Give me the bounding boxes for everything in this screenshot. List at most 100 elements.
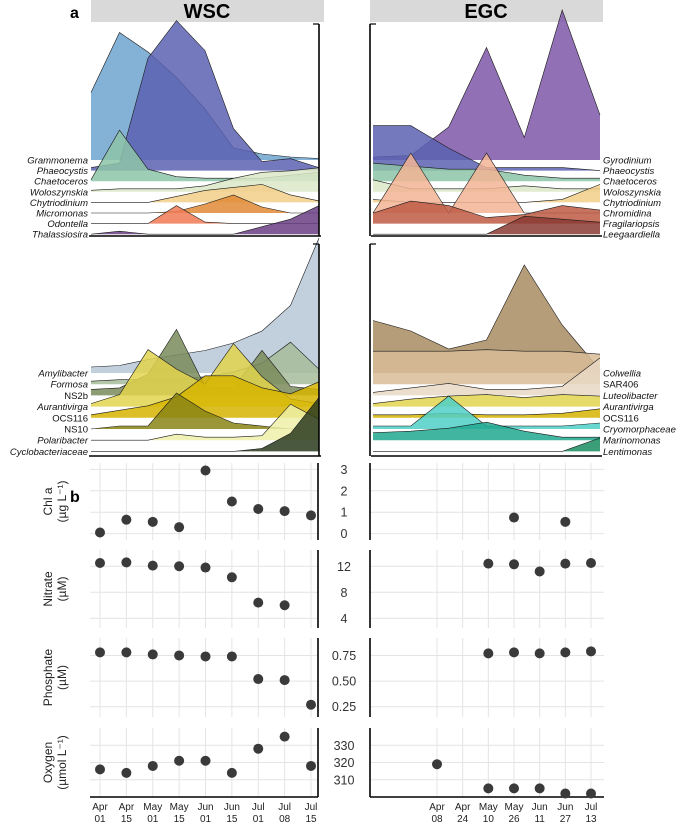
point-egc-oxygen-0	[432, 759, 442, 770]
point-wsc-oxygen-2	[147, 760, 158, 771]
xtick-wsc-3: May 15	[170, 802, 189, 824]
xtick-wsc-2: May 01	[143, 802, 162, 824]
area-wsc-cyclobacteriaceae	[91, 397, 319, 452]
area-wsc-ocs116	[91, 375, 319, 418]
point-wsc-nitrate-5	[226, 572, 237, 583]
point-wsc-oxygen-1	[121, 767, 132, 778]
xtick-wsc-5: Jun 15	[224, 802, 240, 824]
ytick-nitrate-0: 12	[337, 560, 351, 574]
taxon-label-egc-sar406: SAR406	[603, 380, 638, 391]
area-egc-chytriodinium	[373, 184, 600, 203]
area-egc-marinomonas	[373, 422, 600, 441]
point-egc-nitrate-6	[586, 558, 596, 568]
scatter-row-oxygen: 330 320 310 Oxygen(µmol L⁻¹)	[41, 728, 604, 799]
xtick-month-egc-2: May	[479, 802, 498, 813]
point-egc-phosphate-2	[483, 648, 494, 659]
ytick-phosphate-0: 0.75	[332, 649, 356, 663]
xtick-month-wsc-1: Apr	[119, 802, 135, 813]
ytick-chl-1: 2	[341, 484, 348, 498]
taxon-label-egc-aurantivirga: Aurantivirga	[602, 402, 654, 413]
ytick-oxygen-2: 310	[334, 773, 355, 787]
xtick-month-wsc-8: Jul	[305, 802, 318, 813]
taxon-label-egc-woloszynskia: Woloszynskia	[603, 187, 661, 198]
scatter-row-nitrate: 12 8 4 Nitrate(µM)	[41, 550, 604, 628]
xtick-day-wsc-3: 15	[174, 814, 186, 824]
taxon-label-wsc-odontella: Odontella	[47, 219, 88, 230]
xtick-wsc-4: Jun 01	[197, 802, 213, 824]
taxon-label-egc-ocs116: OCS116	[603, 413, 639, 424]
area-egc-chromidina	[373, 153, 600, 213]
area-outline-wsc-amylibacter	[90, 237, 320, 368]
taxon-label-egc-colwellia: Colwellia	[603, 369, 641, 380]
xtick-wsc-8: Jul 15	[305, 802, 318, 824]
ytick-nitrate-1: 8	[341, 586, 348, 600]
point-wsc-phosphate-7	[279, 675, 290, 686]
point-wsc-oxygen-0	[95, 764, 105, 775]
taxon-label-wsc-thalassiosira: Thalassiosira	[32, 230, 88, 241]
point-wsc-nitrate-2	[147, 560, 158, 571]
ylabel-line-chl-1: (µg L⁻¹)	[55, 481, 69, 523]
point-wsc-phosphate-3	[174, 650, 185, 661]
xtick-month-wsc-4: Jun	[197, 802, 213, 813]
area-outline-wsc-cyclobacteriaceae	[91, 397, 320, 452]
strip-egc-label: EGC	[464, 1, 507, 23]
xtick-egc-3: May 26	[505, 802, 524, 824]
ridge-wsc-eukaryotes: GrammonemaPhaeocystisChaetocerosWoloszyn…	[27, 20, 321, 241]
area-outline-egc-sar406	[373, 349, 601, 355]
point-wsc-nitrate-3	[174, 561, 185, 572]
xtick-day-egc-6: 13	[585, 814, 597, 824]
xtick-wsc-6: Jul 01	[252, 802, 265, 824]
xtick-day-wsc-4: 01	[200, 814, 212, 824]
point-egc-phosphate-5	[560, 647, 571, 658]
ylabel-line-oxygen-1: (µmol L⁻¹)	[55, 735, 69, 790]
point-wsc-nitrate-0	[95, 558, 105, 568]
point-wsc-nitrate-7	[279, 600, 290, 611]
point-wsc-chl-7	[279, 506, 290, 517]
point-wsc-nitrate-4	[200, 562, 211, 573]
xtick-month-wsc-2: May	[143, 802, 162, 813]
area-egc-gyrodinium	[373, 10, 600, 160]
taxon-label-wsc-chaetoceros: Chaetoceros	[34, 177, 88, 188]
xtick-month-wsc-5: Jun	[224, 802, 240, 813]
point-wsc-nitrate-1	[121, 557, 132, 568]
point-wsc-chl-8	[306, 510, 316, 521]
ylabel-line-phosphate-0: Phosphate	[41, 648, 55, 706]
area-outline-egc-lentimonas	[373, 437, 601, 452]
point-wsc-phosphate-5	[226, 651, 237, 662]
xtick-day-wsc-1: 15	[121, 814, 133, 824]
point-egc-nitrate-2	[483, 558, 494, 569]
ytick-phosphate-1: 0.50	[332, 675, 356, 689]
ridge-panels: GrammonemaPhaeocystisChaetocerosWoloszyn…	[10, 9, 676, 458]
xtick-month-egc-0: Apr	[429, 802, 445, 813]
taxon-label-egc-leegaardiella: Leegaardiella	[603, 230, 660, 241]
taxon-label-wsc-aurantivirga: Aurantivirga	[36, 402, 88, 413]
ridge-egc-bacteria: ColwelliaSAR406LuteolibacterAurantivirga…	[369, 243, 676, 458]
scatter-row-phosphate: 0.75 0.50 0.25 Phosphate(µM)	[41, 638, 604, 717]
panel-label-b: b	[70, 489, 80, 506]
xtick-wsc-0: Apr 01	[92, 802, 108, 824]
point-wsc-phosphate-8	[306, 699, 316, 710]
point-wsc-phosphate-0	[95, 647, 105, 658]
taxon-label-wsc-formosa: Formosa	[51, 380, 88, 391]
area-outline-wsc-polaribacter	[91, 403, 320, 441]
area-egc-aurantivirga	[373, 394, 600, 407]
point-wsc-phosphate-1	[121, 647, 132, 658]
point-wsc-chl-3	[174, 522, 185, 533]
taxon-label-egc-gyrodinium: Gyrodinium	[603, 156, 652, 167]
point-wsc-oxygen-7	[279, 731, 290, 742]
ylabel-line-chl-0: Chl a	[41, 487, 55, 515]
taxon-label-wsc-ns10: NS10	[64, 425, 88, 436]
taxon-label-egc-phaeocystis: Phaeocystis	[603, 166, 654, 177]
point-egc-nitrate-3	[509, 559, 519, 570]
area-egc-lentimonas	[373, 437, 600, 452]
taxon-label-egc-chromidina: Chromidina	[603, 209, 652, 220]
area-outline-egc-ocs116	[373, 408, 601, 416]
xtick-month-wsc-7: Jul	[278, 802, 291, 813]
ytick-chl-0: 3	[341, 463, 348, 477]
xtick-month-wsc-0: Apr	[92, 802, 108, 813]
area-outline-wsc-woloszynskia	[90, 167, 320, 191]
xtick-egc-0: Apr 08	[429, 802, 445, 824]
taxon-label-wsc-ns2b: NS2b	[64, 391, 88, 402]
